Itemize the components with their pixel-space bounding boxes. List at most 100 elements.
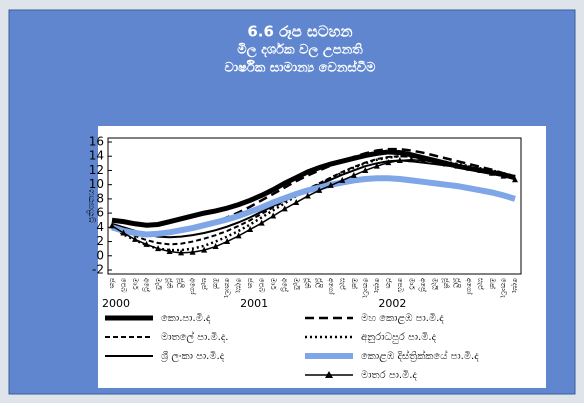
x-tick-label: අගෝ: [326, 278, 335, 295]
y-tick-label: 4: [96, 220, 104, 234]
plot-frame: [107, 137, 522, 275]
x-tick-label: ඔක්: [488, 278, 496, 289]
point-marker: [477, 166, 484, 173]
x-tick-label: මැයි: [430, 278, 438, 290]
y-axis-label: ප්‍රතිශතය: [86, 189, 97, 223]
point-marker: [201, 246, 208, 253]
x-tick-label: ජූලි: [314, 278, 323, 289]
x-tick-label: මැයි: [154, 278, 162, 290]
x-tick-label: සැප්: [200, 278, 208, 290]
x-tick-label: දෙසැ: [373, 278, 381, 293]
point-marker: [270, 212, 277, 219]
x-tick-label: පෙබ: [120, 278, 128, 293]
x-tick-label: අප්‍රේ: [142, 278, 151, 292]
x-tick-label: අගෝ: [188, 278, 197, 295]
point-marker: [132, 235, 139, 242]
x-tick-label: ජන: [108, 278, 116, 289]
legend-label: කො.පා.මි.ද: [161, 313, 211, 324]
point-marker: [454, 162, 461, 169]
point-marker: [488, 169, 495, 176]
y-tick-label: -2: [92, 263, 104, 277]
point-marker: [155, 245, 162, 252]
x-tick-label: ජූනි: [165, 278, 174, 289]
x-tick-label: සැප්: [476, 278, 484, 290]
year-label: 2002: [378, 297, 406, 310]
x-tick-label: ජූලි: [176, 278, 185, 289]
x-tick-label: ජන: [384, 278, 392, 289]
point-marker: [189, 248, 196, 255]
x-tick-label: දෙසැ: [235, 278, 243, 293]
y-tick-label: 16: [89, 135, 104, 149]
point-marker: [465, 164, 472, 171]
point-marker: [500, 172, 507, 179]
x-tick-label: නොවැ: [361, 278, 369, 298]
x-tick-label: ජූලි: [452, 278, 461, 289]
x-tick-label: අගෝ: [464, 278, 473, 295]
legend-label: කොළඹ දිස්ත්‍රික්කයේ පා.මි.ද: [361, 349, 479, 362]
point-marker: [362, 166, 369, 173]
y-tick-label: 12: [89, 163, 104, 177]
x-tick-label: ජූනි: [441, 278, 450, 289]
legend-label: මාතලේ පා.මි.ද.: [161, 330, 228, 343]
point-marker: [442, 160, 449, 167]
legend-label: අනුරාධපුර පා.මි.ද: [361, 331, 437, 343]
chart-title: මිල දර්ශක වල උපනති: [237, 42, 363, 59]
point-marker: [293, 198, 300, 205]
x-tick-label: ඔක්: [212, 278, 220, 289]
point-marker: [304, 192, 311, 199]
point-marker: [385, 159, 392, 166]
x-tick-label: ඔක්: [350, 278, 358, 289]
legend-label: ශ්‍රී ලංකා පා.මි.ද: [161, 351, 225, 362]
point-marker: [316, 186, 323, 193]
series-line: [111, 147, 516, 236]
x-tick-label: නොවැ: [223, 278, 231, 298]
point-marker: [109, 222, 115, 229]
legend-marker: [325, 371, 333, 378]
point-marker: [327, 181, 334, 188]
legend-label: මාතර පා.මි.ද: [361, 369, 417, 381]
x-tick-label: මාර්: [131, 278, 139, 290]
chart-title: වාර්ෂික සාමාන්‍ය වෙනස්වීම: [225, 58, 377, 75]
point-marker: [339, 176, 346, 183]
point-marker: [143, 240, 150, 247]
point-marker: [373, 162, 380, 169]
x-tick-label: නොවැ: [499, 278, 507, 298]
point-marker: [166, 248, 173, 255]
x-tick-label: මාර්: [407, 278, 415, 290]
x-tick-label: පෙබ: [396, 278, 404, 293]
y-tick-label: 8: [96, 191, 104, 205]
point-marker: [178, 249, 185, 256]
point-marker: [235, 232, 242, 239]
y-tick-label: 10: [89, 177, 104, 191]
point-marker: [247, 225, 254, 232]
y-tick-label: 0: [96, 248, 104, 262]
x-tick-label: දෙසැ: [511, 278, 519, 293]
x-tick-label: ජූනි: [303, 278, 312, 289]
y-tick-label: 6: [96, 206, 104, 220]
x-tick-label: මැයි: [292, 278, 300, 290]
series-line: [111, 175, 516, 238]
y-tick-label: 2: [96, 234, 104, 248]
point-marker: [212, 243, 219, 250]
x-tick-label: අප්‍රේ: [418, 278, 427, 292]
point-marker: [512, 176, 518, 183]
y-tick-label: 14: [89, 149, 104, 163]
point-marker: [408, 156, 415, 163]
year-label: 2000: [102, 297, 130, 310]
point-marker: [281, 205, 288, 212]
point-marker: [419, 156, 426, 163]
x-tick-label: අප්‍රේ: [280, 278, 289, 292]
point-marker: [350, 171, 357, 178]
point-marker: [258, 219, 265, 226]
x-tick-label: ජන: [246, 278, 254, 289]
point-marker: [431, 158, 438, 165]
point-marker: [224, 238, 231, 245]
x-tick-label: පෙබ: [258, 278, 266, 293]
legend-label: මහ කොළඹ පා.මි.ද: [361, 313, 444, 324]
chart-title: 6.6 රූප සටහන: [247, 23, 352, 41]
x-tick-label: සැප්: [338, 278, 346, 290]
point-marker: [120, 229, 127, 236]
point-marker: [396, 156, 403, 163]
